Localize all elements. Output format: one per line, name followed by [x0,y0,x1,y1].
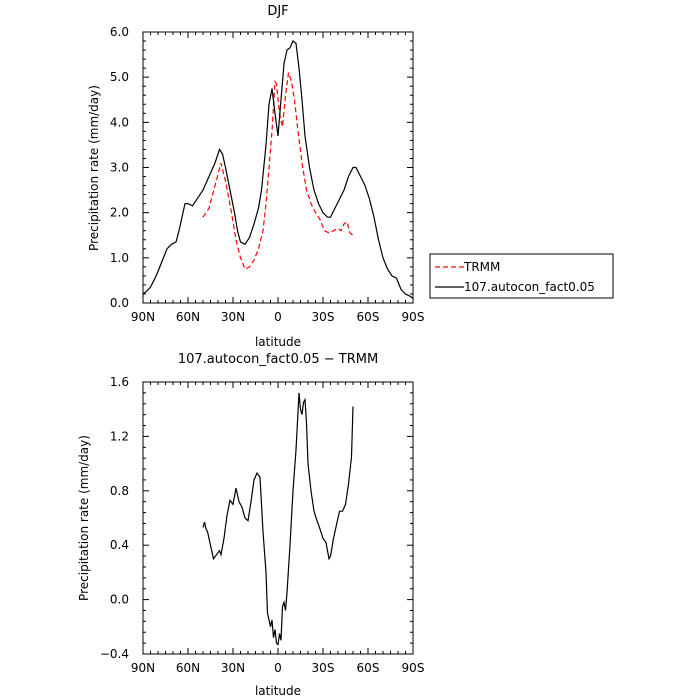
series-line-diff-0 [202,392,354,646]
legend-label-trmm: TRMM [463,260,500,274]
chart-title: 107.autocon_fact0.05 − TRMM [178,352,378,367]
x-tick-label: 30N [221,661,245,675]
y-tick-label: 0.4 [110,538,129,552]
x-tick-label: 30S [312,661,335,675]
x-tick-label: 0 [274,310,282,324]
y-tick-label: 1.0 [110,251,129,265]
legend: TRMM 107.autocon_fact0.05 [429,253,614,299]
series-line-trmm [202,72,354,270]
y-tick-label: 5.0 [110,70,129,84]
y-tick-label: 0.0 [110,593,129,607]
x-tick-label: 60S [357,661,380,675]
y-tick-label: 2.0 [110,206,129,220]
x-tick-label: 60N [176,661,200,675]
series-layer [142,40,414,299]
chart-title: DJF [267,4,288,19]
y-tick-label: 1.6 [110,375,129,389]
bottom-panel: 107.autocon_fact0.05 − TRMM 90N 60N 30N 0 30… [77,352,424,698]
series-line-107-autocon-fact0-05 [142,40,414,299]
x-tick-label: 0 [274,661,282,675]
y-tick-label: 0.8 [110,484,129,498]
y-tick-label: 4.0 [110,115,129,129]
y-tick-label: 1.2 [110,429,129,443]
x-tick-label: 90N [131,310,155,324]
y-axis-label: Precipitation rate (mm/day) [77,435,91,601]
x-tick-label: 90S [402,661,425,675]
x-tick-label: 30N [221,310,245,324]
plot-frame [142,381,414,655]
x-tick-label: 60S [357,310,380,324]
legend-label-model: 107.autocon_fact0.05 [464,280,595,294]
x-tick-label: 30S [312,310,335,324]
x-tick-label: 90N [131,661,155,675]
legend-box [429,253,614,299]
axes: 90N 60N 30N 0 30S 60S 90S 0.0 1.0 2.0 3.0 4.0 5.0 6.0 [110,25,425,324]
y-tick-label: 6.0 [110,25,129,39]
y-tick-label: 3.0 [110,161,129,175]
x-axis-label: latitude [255,335,301,349]
plot-frame [142,31,414,304]
y-axis-label: Precipitation rate (mm/day) [87,85,101,251]
x-axis-label: latitude [255,684,301,698]
y-tick-label: −0.4 [100,647,129,661]
y-tick-label: 0.0 [110,296,129,310]
top-panel: DJF 90N 60N 30N 0 30S 60S 90S 0.0 1.0 2.0 3.0 4.0 5.… [87,4,424,349]
x-tick-label: 60N [176,310,200,324]
axes: 90N 60N 30N 0 30S 60S 90S −0.4 0.0 0.4 0.8 1.2 1.6 [100,375,425,675]
series-layer [202,392,354,646]
x-tick-label: 90S [402,310,425,324]
